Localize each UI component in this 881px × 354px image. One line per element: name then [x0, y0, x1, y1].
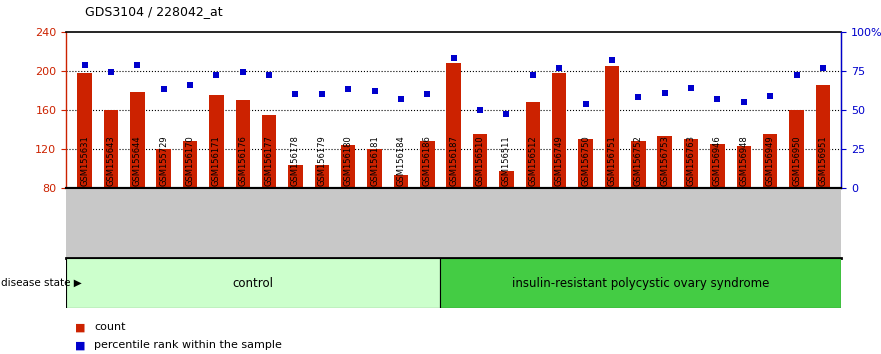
Bar — [684, 139, 699, 188]
Bar — [394, 175, 408, 188]
Bar — [500, 171, 514, 188]
Bar — [473, 134, 487, 188]
Bar — [578, 139, 593, 188]
Bar — [235, 100, 250, 188]
Bar — [447, 63, 461, 188]
Bar — [341, 145, 356, 188]
Text: percentile rank within the sample: percentile rank within the sample — [94, 340, 282, 350]
Bar — [526, 102, 540, 188]
Bar — [789, 110, 803, 188]
Bar — [288, 165, 303, 188]
Text: insulin-resistant polycystic ovary syndrome: insulin-resistant polycystic ovary syndr… — [512, 277, 769, 290]
Text: ■: ■ — [75, 340, 85, 350]
Bar — [78, 73, 92, 188]
Bar — [182, 141, 197, 188]
Text: ■: ■ — [75, 322, 85, 332]
Text: count: count — [94, 322, 126, 332]
Bar — [104, 110, 118, 188]
Bar — [710, 144, 725, 188]
Bar — [130, 92, 144, 188]
Bar — [552, 73, 566, 188]
Text: control: control — [233, 277, 274, 290]
Text: GDS3104 / 228042_at: GDS3104 / 228042_at — [85, 5, 223, 18]
Bar — [631, 141, 646, 188]
Bar — [737, 146, 751, 188]
Bar — [604, 66, 619, 188]
Bar — [440, 258, 841, 308]
Bar — [157, 149, 171, 188]
Text: disease state ▶: disease state ▶ — [1, 278, 82, 288]
Bar — [367, 149, 381, 188]
Bar — [763, 134, 777, 188]
Bar — [315, 165, 329, 188]
Bar — [262, 115, 277, 188]
Bar — [420, 141, 434, 188]
Bar — [209, 95, 224, 188]
Bar — [816, 85, 830, 188]
Bar — [657, 136, 672, 188]
Bar — [66, 258, 440, 308]
